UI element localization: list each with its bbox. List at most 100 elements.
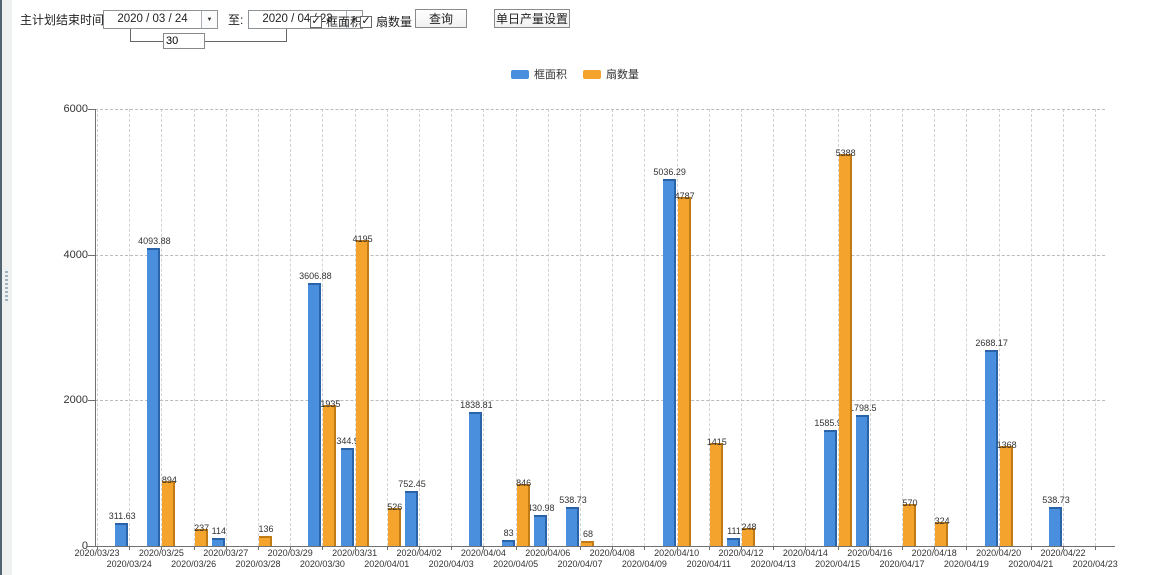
bar-fan-count [935,522,949,546]
vertical-gridline [934,109,936,546]
x-axis-label: 2020/03/27 [203,548,249,558]
x-axis-label: 2020/04/21 [1008,559,1054,569]
vertical-gridline [644,109,646,546]
bar-value-fan-count: 237 [194,523,210,533]
x-axis-tick [741,546,742,550]
days-count-input[interactable] [163,33,205,49]
legend-label-frame-area: 框面积 [534,69,567,81]
x-axis-tick [386,546,388,550]
bar-fan-count [581,541,594,546]
chevron-down-icon: ▼ [206,16,213,23]
x-axis-label: 2020/04/12 [718,548,764,558]
x-axis-label: 2020/04/19 [943,559,989,569]
bar-value-fan-count: 68 [582,529,593,539]
bar-frame-area [340,448,354,546]
vertical-gridline [129,109,131,546]
x-axis-tick [773,546,775,550]
x-axis-tick [451,546,453,550]
x-axis-tick [708,546,710,550]
bar-value-frame-area: 3606.88 [299,271,332,281]
vertical-gridline [290,109,292,546]
x-axis-tick [515,546,517,550]
bracket-line-right [286,29,287,42]
bar-frame-area [823,430,837,546]
horizontal-gridline [95,109,1105,110]
date-from-value: 2020 / 03 / 24 [117,13,188,25]
left-panel-strip [0,0,12,575]
x-axis-tick [1063,546,1064,550]
x-axis-tick [225,546,227,550]
bar-value-fan-count: 1415 [706,437,727,447]
vertical-gridline [676,109,678,546]
x-axis-label: 2020/03/28 [235,559,281,569]
x-axis-label: 2020/04/13 [750,559,796,569]
bar-value-fan-count: 324 [934,516,950,526]
horizontal-gridline [95,400,1105,402]
y-axis-label: 2000 [63,394,88,407]
bar-fan-count [999,446,1013,546]
x-axis-tick [129,546,131,550]
vertical-gridline [1030,109,1032,546]
x-axis-label: 2020/04/04 [460,548,506,558]
bar-frame-area [308,283,322,546]
vertical-gridline [1095,109,1097,546]
x-axis-label: 2020/04/05 [493,559,539,569]
bar-value-fan-count: 526 [387,502,403,512]
vertical-gridline [161,109,163,546]
query-button[interactable]: 查询 [415,9,467,28]
x-axis-tick [612,546,614,550]
bar-frame-area [469,412,483,546]
vertical-gridline [451,109,453,546]
x-axis-label: 2020/03/29 [267,548,313,558]
x-axis-tick [290,546,292,550]
bar-frame-area [855,415,869,546]
bar-fan-count [162,481,176,546]
checkbox-fan-count-box[interactable]: ✓ [360,15,372,28]
checkbox-fan-count[interactable]: ✓ 扇数量 [360,13,412,30]
x-axis-label: 2020/04/18 [911,548,957,558]
bar-value-fan-count: 4195 [352,234,373,244]
bar-fan-count [903,504,916,546]
x-axis-tick [322,546,324,550]
horizontal-gridline [95,254,1105,256]
bar-value-frame-area: 538.73 [559,495,587,505]
bar-frame-area [984,350,998,546]
check-icon: ✓ [311,15,321,27]
x-axis-label: 2020/04/20 [976,548,1022,558]
x-axis-tick [966,546,968,550]
bar-value-fan-count: 570 [902,498,918,508]
x-axis-tick [193,546,195,550]
x-axis-label: 2020/03/24 [106,559,152,569]
date-to-dropdown-button[interactable]: ▼ [346,11,362,28]
bar-fan-count [677,197,691,546]
bar-fan-count [194,529,208,546]
vertical-gridline [773,109,775,546]
date-from-dropdown-button[interactable]: ▼ [201,11,217,28]
bar-value-fan-count: 5388 [835,148,856,158]
legend-label-fan-count: 扇数量 [606,69,639,81]
x-axis-tick [998,546,1000,550]
bar-value-frame-area: 538.73 [1042,495,1070,505]
vertical-gridline [354,109,356,546]
x-axis-tick [419,546,420,550]
chart-legend: 框面积 扇数量 [511,66,639,82]
x-axis-label: 2020/04/08 [589,548,635,558]
vertical-gridline [97,109,98,546]
vertical-gridline [998,109,1000,546]
splitter-handle[interactable] [5,271,8,301]
checkbox-frame-area-label: 框面积 [326,15,363,29]
bar-fan-count [838,154,852,546]
date-from-picker[interactable]: 2020 / 03 / 24 ▼ [103,10,218,29]
checkbox-frame-area[interactable]: ✓ 框面积 [310,13,362,30]
x-axis-label: 2020/04/06 [525,548,571,558]
vertical-gridline [708,109,710,546]
vertical-gridline [966,109,968,546]
bar-frame-area [147,248,161,546]
bar-fan-count [259,536,272,546]
y-axis-tick [88,400,95,402]
bar-value-frame-area: 752.45 [398,479,426,489]
checkbox-frame-area-box[interactable]: ✓ [310,15,322,28]
bar-fan-count [516,484,530,546]
daily-output-settings-button[interactable]: 单日产量设置 [494,9,570,28]
bar-value-fan-count: 248 [741,522,757,532]
